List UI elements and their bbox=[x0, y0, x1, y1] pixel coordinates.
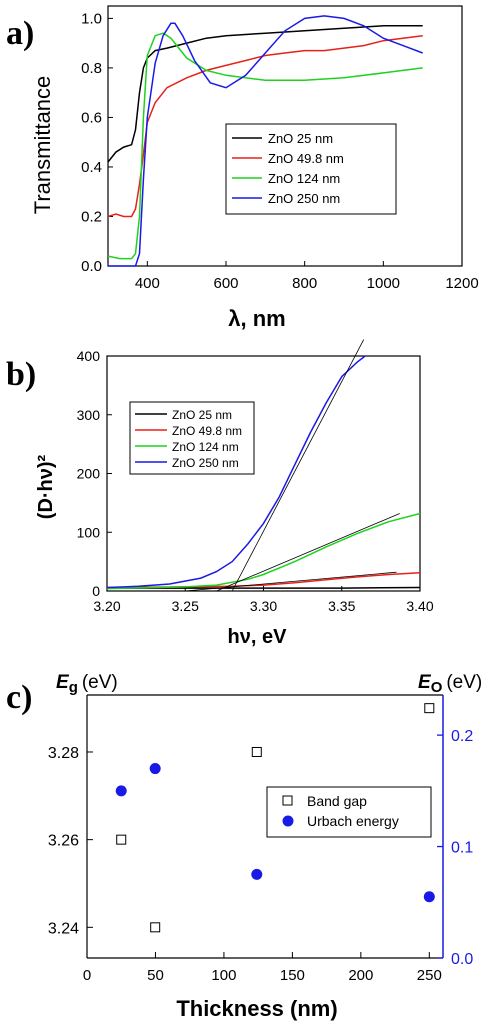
transmittance-y-tick-label: 0.4 bbox=[81, 159, 102, 176]
bandgap-ticks: 0 50 100 150 200 250 3.24 3.26 3.28 0.0 0.1 0.2 bbox=[48, 728, 473, 984]
transmittance-ticks: 400 600 800 1000 1200 0.0 0.2 0.4 0.6 0.8 1.0 bbox=[81, 10, 479, 292]
transmittance-legend-entry: ZnO 250 nm bbox=[268, 191, 340, 206]
absorption-y-tick-label: 200 bbox=[77, 466, 101, 482]
urbach-energy-point bbox=[251, 868, 263, 880]
eg-subscript: g bbox=[69, 679, 78, 696]
eg-unit: (eV) bbox=[82, 672, 118, 693]
eo-subscript: O bbox=[431, 679, 443, 696]
bandgap-y-tick-label: 3.28 bbox=[48, 745, 79, 762]
transmittance-x-tick-label: 1200 bbox=[445, 275, 478, 292]
urbach-y-tick-label: 0.1 bbox=[451, 840, 473, 857]
absorption-x-tick-label: 3.30 bbox=[250, 598, 277, 614]
absorption-fit-line bbox=[216, 513, 400, 592]
urbach-y-tick-label: 0.2 bbox=[451, 728, 473, 745]
bandgap-legend-box bbox=[266, 786, 432, 838]
transmittance-series-zno-25-nm bbox=[107, 25, 423, 163]
transmittance-legend-entry: ZnO 49.8 nm bbox=[268, 151, 344, 166]
transmittance-x-axis-label: λ, nm bbox=[228, 306, 285, 331]
absorption-y-tick-label: 0 bbox=[92, 583, 100, 599]
absorption-legend-entry: ZnO 250 nm bbox=[172, 456, 239, 470]
transmittance-x-tick-label: 400 bbox=[135, 275, 160, 292]
transmittance-x-tick-label: 1000 bbox=[367, 275, 400, 292]
absorption-ticks: 3.20 3.25 3.30 3.35 3.40 0 100 200 300 400 bbox=[77, 348, 434, 614]
urbach-energy-point bbox=[149, 763, 161, 775]
urbach-y-tick-label: 0.0 bbox=[451, 951, 473, 968]
panel-c-label: c) bbox=[6, 679, 32, 716]
absorption-fit-line bbox=[231, 339, 365, 592]
transmittance-plot-frame bbox=[107, 5, 463, 267]
transmittance-legend: ZnO 25 nm ZnO 49.8 nm ZnO 124 nm ZnO 250 nm bbox=[225, 123, 397, 215]
panel-a-label: a) bbox=[6, 15, 34, 52]
bandgap-legend: Band gap Urbach energy bbox=[266, 786, 432, 838]
transmittance-chart: a) 400 600 800 1000 1200 0.0 0.2 0.4 0.6 0.8 1.0 λ… bbox=[6, 5, 479, 331]
absorption-x-tick-label: 3.40 bbox=[406, 598, 433, 614]
absorption-y-axis-label: (D·hν)² bbox=[35, 454, 57, 519]
absorption-x-tick-label: 3.35 bbox=[328, 598, 355, 614]
urbach-energy-point bbox=[423, 891, 435, 903]
absorption-y-tick-label: 100 bbox=[77, 524, 101, 540]
transmittance-legend-box bbox=[225, 123, 397, 215]
absorption-fit-line bbox=[185, 571, 397, 592]
transmittance-y-tick-label: 0.2 bbox=[81, 208, 102, 225]
bandgap-y-tick-label: 3.24 bbox=[48, 920, 79, 937]
absorption-x-tick-label: 3.20 bbox=[93, 598, 120, 614]
bandgap-legend-entry: Urbach energy bbox=[307, 813, 399, 829]
legend-swatch-band-gap bbox=[282, 795, 293, 806]
absorption-legend: ZnO 25 nm ZnO 49.8 nm ZnO 124 nm ZnO 250 nm bbox=[129, 401, 255, 475]
thickness-x-tick-label: 200 bbox=[348, 967, 373, 984]
absorption-series-zno-250-nm bbox=[106, 355, 366, 589]
absorption-series-zno-124-nm bbox=[106, 512, 421, 590]
transmittance-legend-entry: ZnO 25 nm bbox=[268, 131, 333, 146]
thickness-x-tick-label: 100 bbox=[211, 967, 236, 984]
absorption-y-tick-label: 300 bbox=[77, 407, 101, 423]
transmittance-x-tick-label: 600 bbox=[213, 275, 238, 292]
transmittance-y-tick-label: 1.0 bbox=[81, 10, 102, 27]
bandgap-urbach-chart: c) 0 50 100 150 200 2503.243.263.280.00.10.2 … bbox=[6, 672, 482, 1021]
absorption-legend-entry: ZnO 124 nm bbox=[172, 440, 239, 454]
absorption-series bbox=[106, 355, 421, 590]
transmittance-series-zno-250-nm bbox=[108, 15, 423, 267]
urbach-y-axis-label: EO (eV) bbox=[418, 672, 482, 696]
transmittance-y-axis-label: Transmittance bbox=[30, 76, 55, 215]
absorption-x-tick-label: 3.25 bbox=[172, 598, 199, 614]
transmittance-y-tick-label: 0.0 bbox=[81, 258, 102, 275]
absorption-fit-lines bbox=[185, 339, 400, 592]
thickness-x-tick-label: 50 bbox=[147, 967, 164, 984]
bandgap-y-axis-label: Eg (eV) bbox=[56, 672, 118, 696]
eo-unit: (eV) bbox=[446, 672, 482, 693]
absorption-legend-entry: ZnO 49.8 nm bbox=[172, 424, 242, 438]
transmittance-y-tick-label: 0.6 bbox=[81, 109, 102, 126]
absorption-y-tick-label: 400 bbox=[77, 348, 101, 364]
bandgap-points bbox=[115, 703, 435, 933]
transmittance-series bbox=[107, 15, 423, 267]
panel-b-label: b) bbox=[6, 356, 36, 393]
transmittance-x-tick-label: 800 bbox=[292, 275, 317, 292]
bandgap-plot-frame bbox=[86, 694, 444, 959]
thickness-x-tick-label: 150 bbox=[280, 967, 305, 984]
bandgap-y-tick-label: 3.26 bbox=[48, 833, 79, 850]
band-gap-point bbox=[150, 922, 161, 933]
band-gap-point bbox=[116, 834, 127, 845]
transmittance-series-zno-124-nm bbox=[107, 32, 423, 260]
band-gap-point bbox=[424, 703, 435, 714]
urbach-energy-point bbox=[115, 785, 127, 797]
thickness-x-tick-label: 250 bbox=[417, 967, 442, 984]
absorption-chart: b) 3.20 3.25 3.30 3.35 3.40 0 100 200 300 400 hν,… bbox=[6, 339, 434, 648]
band-gap-point bbox=[251, 746, 262, 757]
thickness-x-axis-label: Thickness (nm) bbox=[176, 996, 337, 1021]
transmittance-legend-entry: ZnO 124 nm bbox=[268, 171, 340, 186]
eg-symbol: E bbox=[56, 672, 70, 693]
thickness-x-tick-label: 0 bbox=[83, 967, 91, 984]
eo-symbol: E bbox=[418, 672, 432, 693]
transmittance-plot-border bbox=[107, 5, 463, 267]
absorption-x-axis-label: hν, eV bbox=[228, 626, 288, 648]
bandgap-legend-entry: Band gap bbox=[307, 793, 367, 809]
transmittance-y-tick-label: 0.8 bbox=[81, 60, 102, 77]
absorption-legend-entry: ZnO 25 nm bbox=[172, 408, 232, 422]
legend-swatch-urbach-energy bbox=[282, 815, 294, 827]
